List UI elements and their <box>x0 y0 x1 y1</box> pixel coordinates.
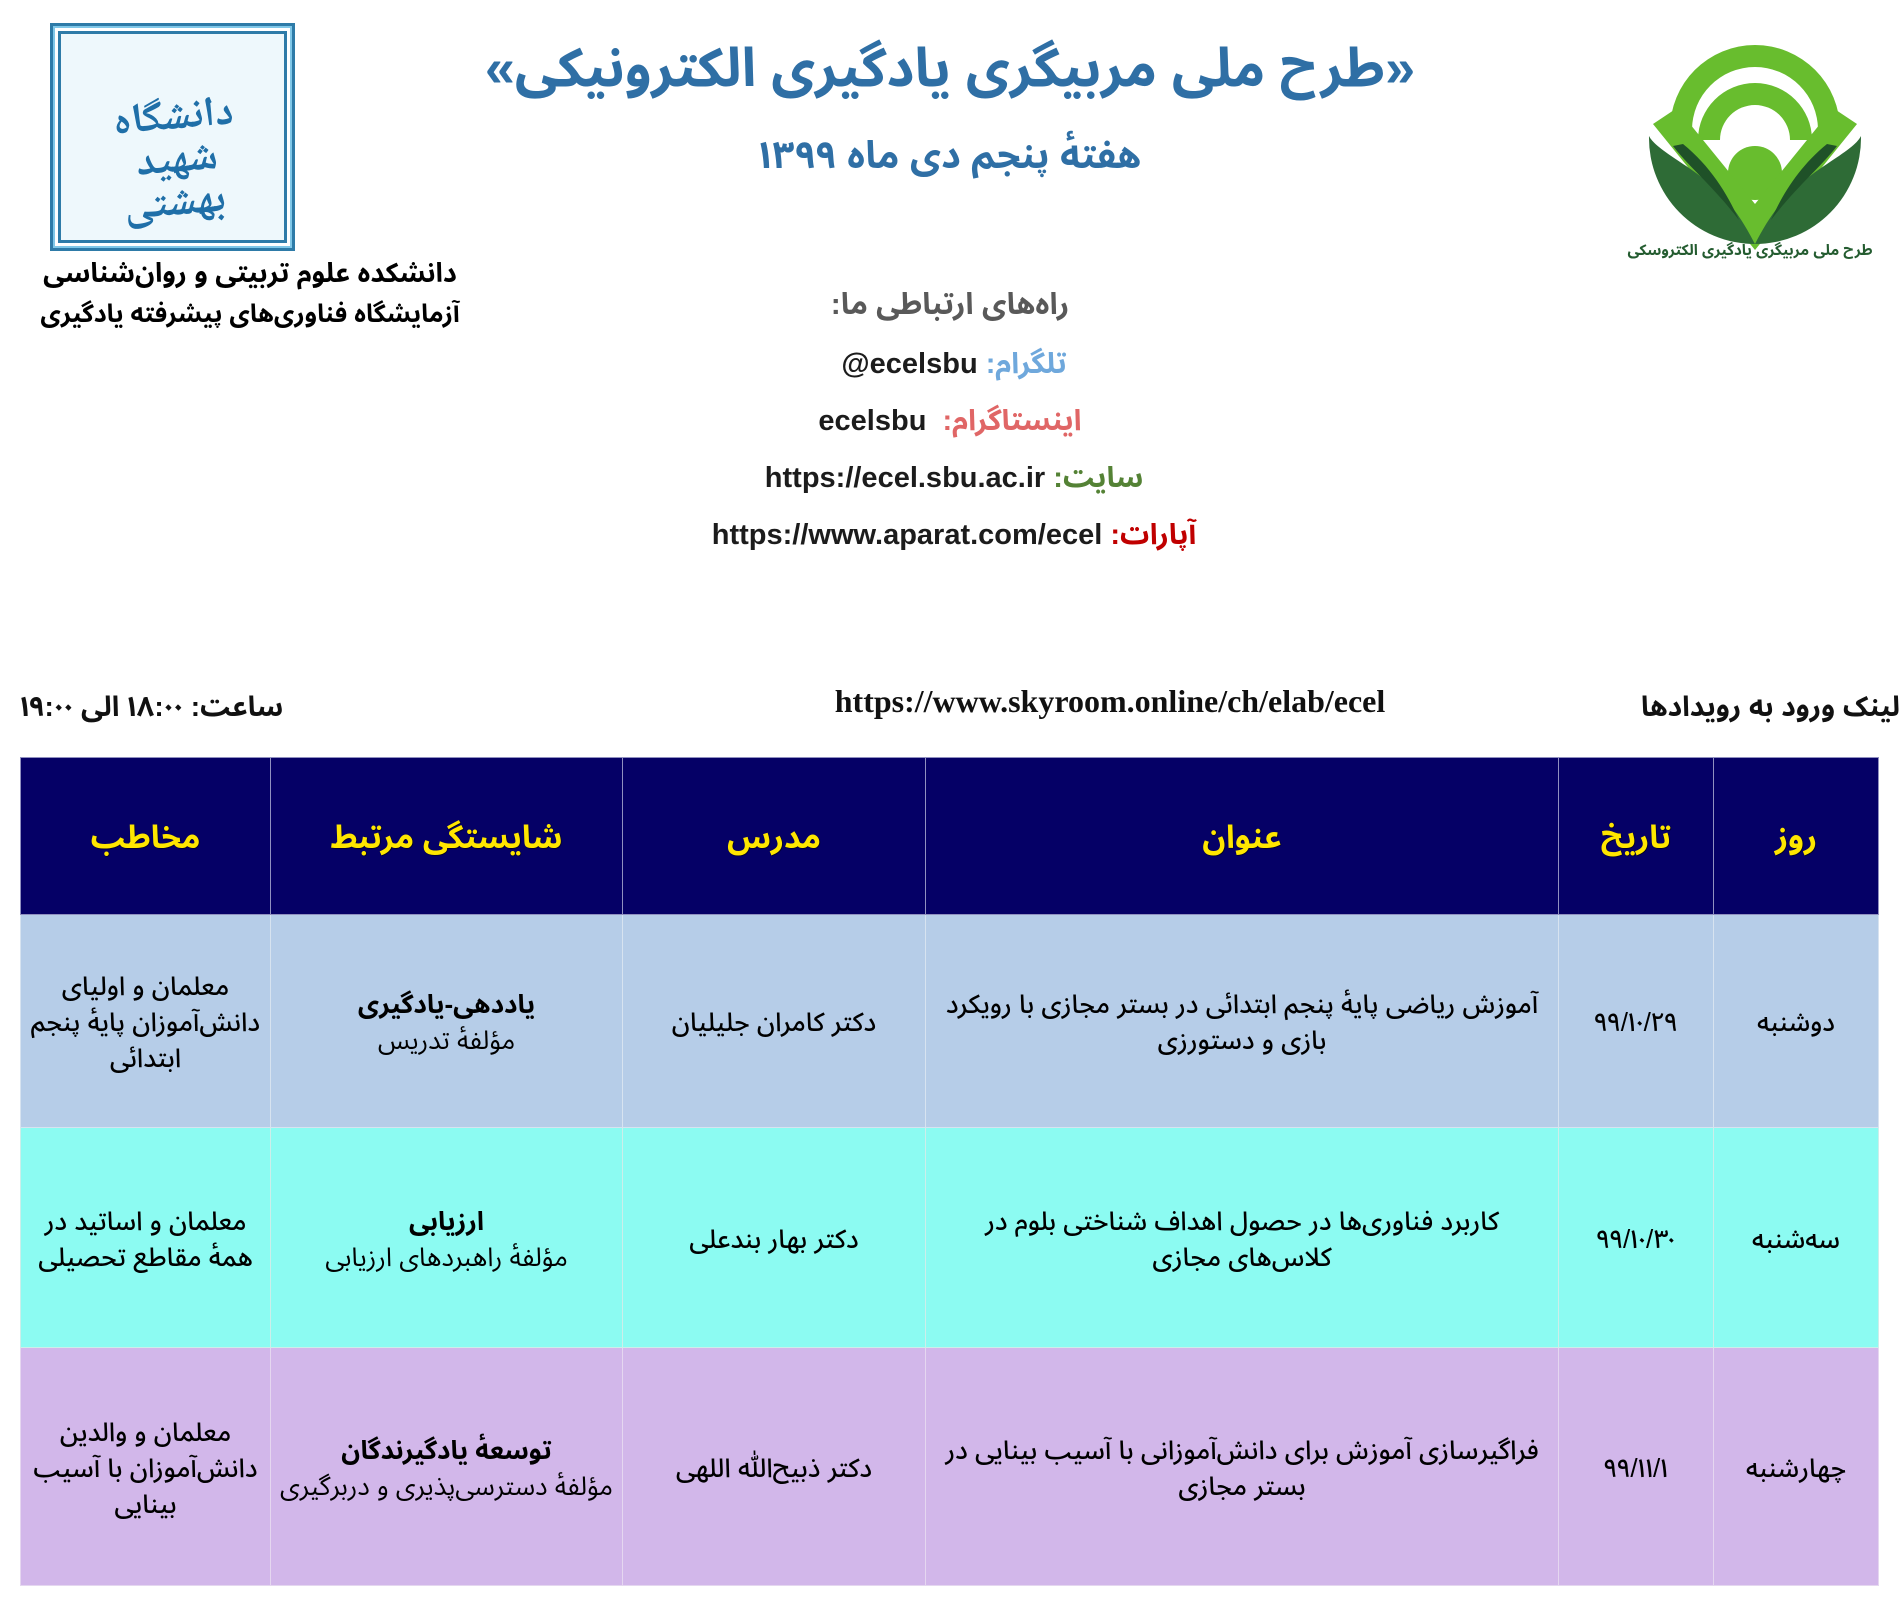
svg-text:بهشتی: بهشتی <box>121 166 228 240</box>
